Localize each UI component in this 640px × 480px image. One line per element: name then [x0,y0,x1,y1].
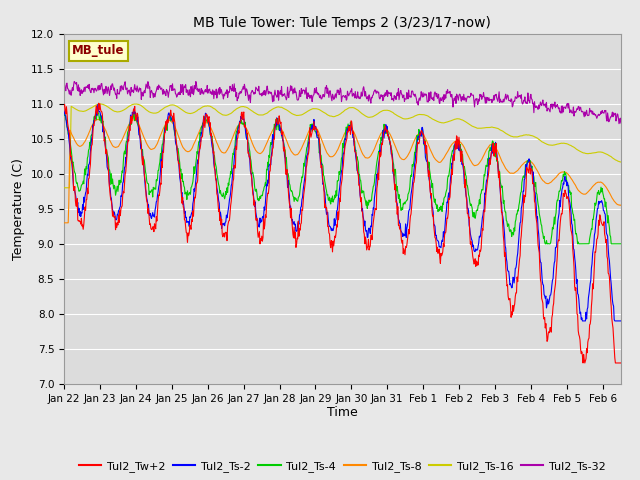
X-axis label: Time: Time [327,407,358,420]
Legend: Tul2_Tw+2, Tul2_Ts-2, Tul2_Ts-4, Tul2_Ts-8, Tul2_Ts-16, Tul2_Ts-32: Tul2_Tw+2, Tul2_Ts-2, Tul2_Ts-4, Tul2_Ts… [75,457,610,477]
Text: MB_tule: MB_tule [72,44,125,57]
Title: MB Tule Tower: Tule Temps 2 (3/23/17-now): MB Tule Tower: Tule Temps 2 (3/23/17-now… [193,16,492,30]
Y-axis label: Temperature (C): Temperature (C) [12,158,26,260]
